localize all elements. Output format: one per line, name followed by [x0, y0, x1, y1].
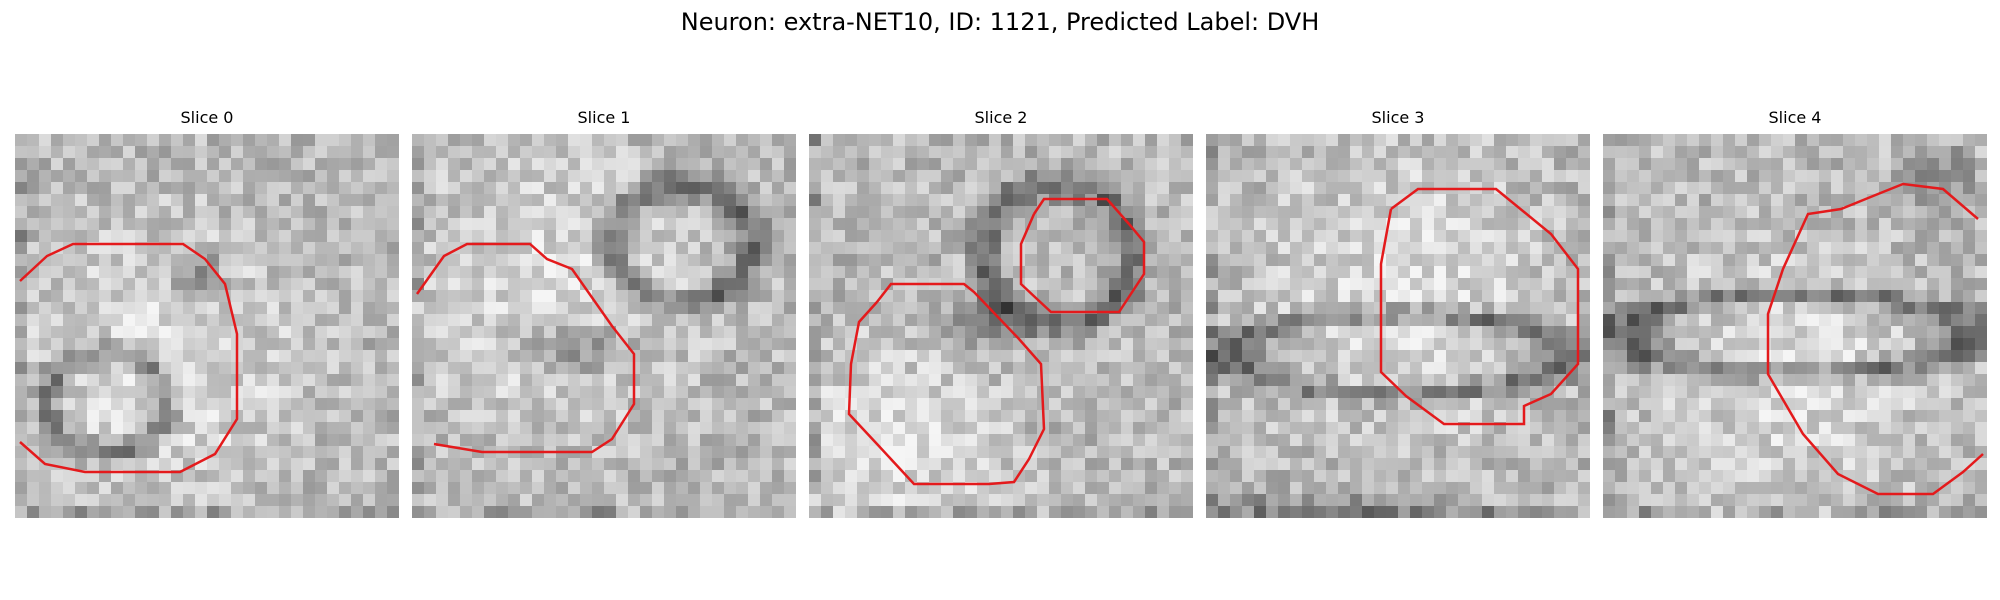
slice-title: Slice 1	[577, 108, 631, 127]
contour-outline	[847, 282, 1046, 486]
slice-panel-2: Slice 2	[809, 108, 1193, 518]
slice-title: Slice 2	[974, 108, 1028, 127]
contour-outline	[19, 242, 239, 474]
contour-outline	[1379, 187, 1580, 426]
slice-image	[15, 134, 399, 518]
slice-title: Slice 4	[1768, 108, 1822, 127]
slice-title: Slice 0	[180, 108, 234, 127]
contour-outline	[1766, 182, 1984, 496]
slice-image	[809, 134, 1193, 518]
slice-image	[1603, 134, 1987, 518]
contour-outline	[1019, 197, 1146, 314]
slice-panel-4: Slice 4	[1603, 108, 1987, 518]
figure-title: Neuron: extra-NET10, ID: 1121, Predicted…	[680, 8, 1320, 36]
contour-outline	[415, 242, 636, 454]
slice-title: Slice 3	[1371, 108, 1425, 127]
slice-image	[1206, 134, 1590, 518]
slice-panel-3: Slice 3	[1206, 108, 1590, 518]
slice-panel-1: Slice 1	[412, 108, 796, 518]
slice-panel-0: Slice 0	[15, 108, 399, 518]
slice-image	[412, 134, 796, 518]
